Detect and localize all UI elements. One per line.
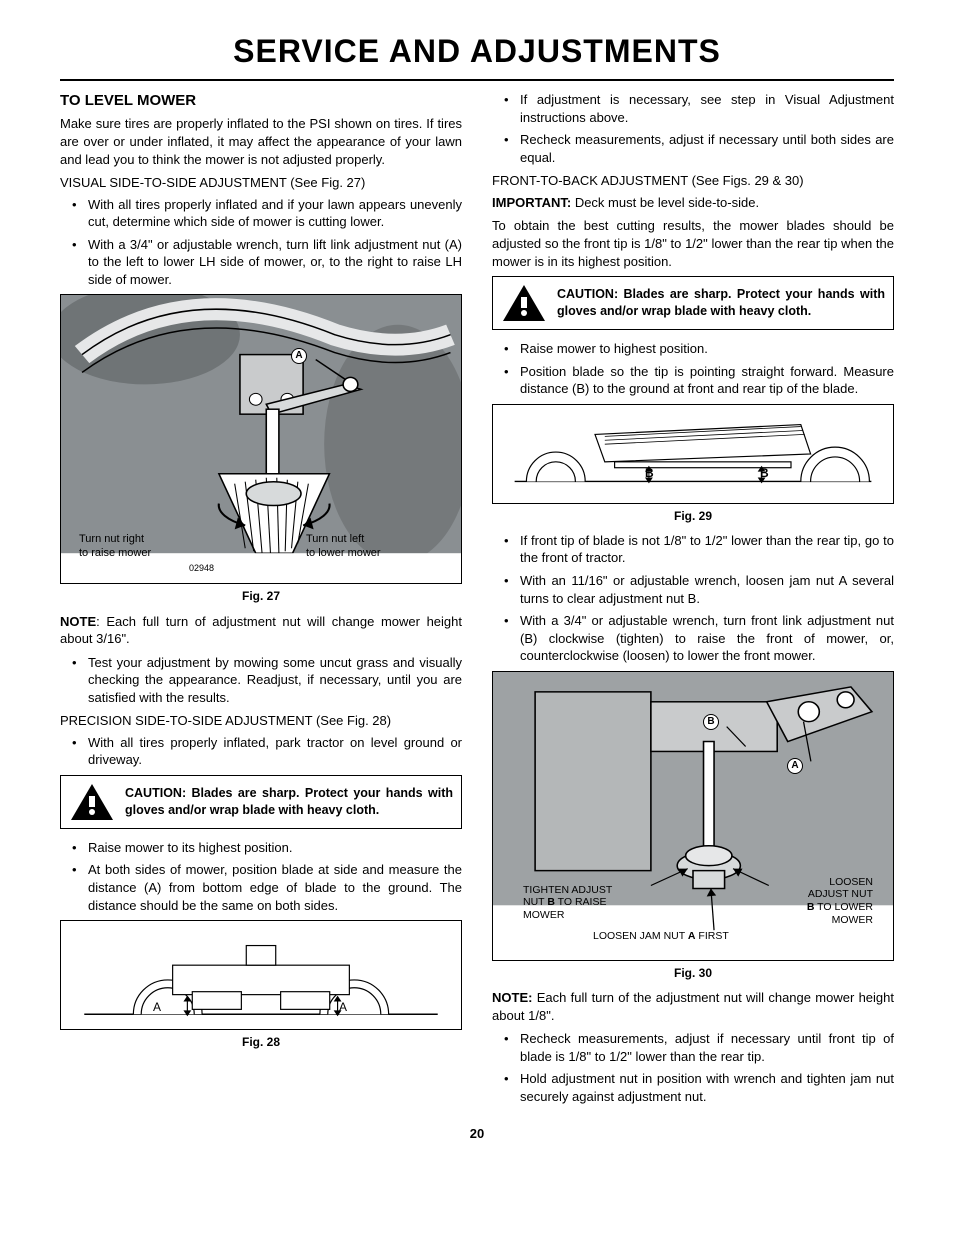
- ftb-head: FRONT-TO-BACK ADJUSTMENT (See Figs. 29 &…: [492, 172, 894, 190]
- caution-text: CAUTION: Blades are sharp. Protect your …: [125, 785, 453, 819]
- figure-30: B A TIGHTEN ADJUST NUT B TO RAISE MOWER …: [492, 671, 894, 961]
- fig30-caption: Fig. 30: [492, 965, 894, 981]
- after-note-list: Test your adjustment by mowing some uncu…: [60, 654, 462, 707]
- fig27-right-label: Turn nut left to lower mower: [306, 533, 381, 559]
- right-list-2: If front tip of blade is not 1/8" to 1/2…: [492, 532, 894, 665]
- fig27-partno: 02948: [189, 563, 214, 574]
- right-list-1: Raise mower to highest position. Positio…: [492, 340, 894, 398]
- precision-list-1: With all tires properly inflated, park t…: [60, 734, 462, 769]
- list-item: Raise mower to its highest position.: [60, 839, 462, 857]
- fig28-caption: Fig. 28: [60, 1034, 462, 1050]
- list-item: Recheck measurements, adjust if necessar…: [492, 131, 894, 166]
- fig30-tighten-label: TIGHTEN ADJUST NUT B TO RAISE MOWER: [523, 884, 612, 922]
- list-item: With an 11/16" or adjustable wrench, loo…: [492, 572, 894, 607]
- right-top-list: If adjustment is necessary, see step in …: [492, 91, 894, 166]
- precision-subhead: PRECISION SIDE-TO-SIDE ADJUSTMENT (See F…: [60, 712, 462, 730]
- title-rule: [60, 79, 894, 81]
- list-item: Hold adjustment nut in position with wre…: [492, 1070, 894, 1105]
- note-paragraph: NOTE: Each full turn of adjustment nut w…: [60, 613, 462, 648]
- precision-list-2: Raise mower to its highest position. At …: [60, 839, 462, 914]
- caution-box-right: CAUTION: Blades are sharp. Protect your …: [492, 276, 894, 330]
- visual-subhead: VISUAL SIDE-TO-SIDE ADJUSTMENT (See Fig.…: [60, 174, 462, 192]
- ftb-intro: To obtain the best cutting results, the …: [492, 217, 894, 270]
- list-item: At both sides of mower, position blade a…: [60, 861, 462, 914]
- fig29-label-b-right: B: [760, 465, 769, 481]
- figure-28: A A: [60, 920, 462, 1030]
- intro-paragraph: Make sure tires are properly inflated to…: [60, 115, 462, 168]
- fig29-label-b-left: B: [645, 465, 654, 481]
- warning-icon: [501, 283, 547, 323]
- list-item: Position blade so the tip is pointing st…: [492, 363, 894, 398]
- fig27-left-label: Turn nut right to raise mower: [79, 533, 151, 559]
- caution-text: CAUTION: Blades are sharp. Protect your …: [557, 286, 885, 320]
- list-item: Test your adjustment by mowing some uncu…: [60, 654, 462, 707]
- visual-list: With all tires properly inflated and if …: [60, 196, 462, 289]
- list-item: Raise mower to highest position.: [492, 340, 894, 358]
- list-item: If front tip of blade is not 1/8" to 1/2…: [492, 532, 894, 567]
- fig28-label-a-left: A: [153, 999, 161, 1015]
- fig30-loosen-label: LOOSEN ADJUST NUT B TO LOWER MOWER: [807, 876, 873, 926]
- left-column: TO LEVEL MOWER Make sure tires are prope…: [60, 91, 462, 1111]
- note2-paragraph: NOTE: Each full turn of the adjustment n…: [492, 989, 894, 1024]
- fig30-jam-label: LOOSEN JAM NUT A FIRST: [593, 930, 729, 943]
- right-list-3: Recheck measurements, adjust if necessar…: [492, 1030, 894, 1105]
- callout-b: B: [703, 714, 719, 730]
- fig29-caption: Fig. 29: [492, 508, 894, 524]
- caution-box: CAUTION: Blades are sharp. Protect your …: [60, 775, 462, 829]
- right-column: If adjustment is necessary, see step in …: [492, 91, 894, 1111]
- section-heading: TO LEVEL MOWER: [60, 91, 462, 111]
- figure-27: A Turn nut right to raise mower Turn nut…: [60, 294, 462, 584]
- list-item: With all tires properly inflated and if …: [60, 196, 462, 231]
- page-title: SERVICE AND ADJUSTMENTS: [60, 30, 894, 73]
- two-column-layout: TO LEVEL MOWER Make sure tires are prope…: [60, 91, 894, 1111]
- list-item: Recheck measurements, adjust if necessar…: [492, 1030, 894, 1065]
- fig28-label-a-right: A: [339, 999, 347, 1015]
- callout-a: A: [787, 758, 803, 774]
- list-item: With a 3/4" or adjustable wrench, turn f…: [492, 612, 894, 665]
- list-item: With a 3/4" or adjustable wrench, turn l…: [60, 236, 462, 289]
- fig27-caption: Fig. 27: [60, 588, 462, 604]
- list-item: With all tires properly inflated, park t…: [60, 734, 462, 769]
- figure-29: B B: [492, 404, 894, 504]
- list-item: If adjustment is necessary, see step in …: [492, 91, 894, 126]
- important-line: IMPORTANT: Deck must be level side-to-si…: [492, 194, 894, 212]
- page-number: 20: [60, 1125, 894, 1143]
- warning-icon: [69, 782, 115, 822]
